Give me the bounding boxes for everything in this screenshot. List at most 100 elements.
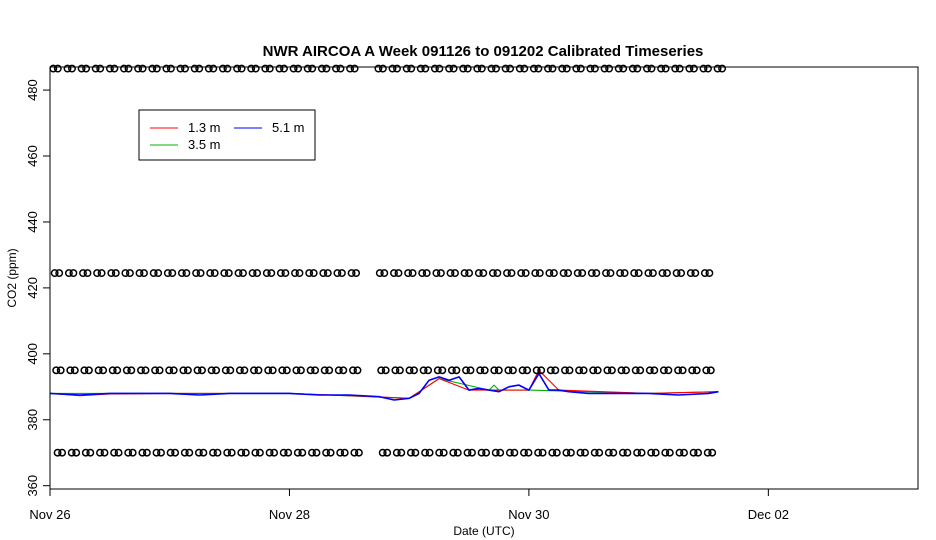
cal-point-486.5-82	[643, 64, 651, 73]
cal-point-370-0	[53, 448, 62, 457]
cal-point-486.5-78	[614, 64, 623, 73]
cal-point-424.5-88	[686, 269, 695, 278]
cal-point-486.5-61	[492, 64, 500, 73]
cal-point-486.5-89	[689, 64, 698, 73]
cal-point-486.5-28	[247, 64, 256, 73]
cal-point-370-34	[293, 448, 302, 457]
cal-point-424.5-11	[125, 269, 134, 278]
cal-point-395-86	[674, 366, 683, 375]
cal-point-395-62	[504, 366, 513, 375]
cal-point-395-35	[296, 366, 305, 375]
cal-point-370-50	[421, 448, 430, 457]
cal-point-486.5-47	[393, 64, 401, 73]
cal-point-395-42	[349, 366, 357, 375]
cal-point-486.5-27	[237, 64, 246, 73]
cal-point-370-36	[308, 448, 316, 457]
cal-point-486.5-21	[195, 64, 204, 73]
cal-point-395-60	[490, 366, 499, 375]
cal-point-370-89	[694, 448, 703, 457]
cal-point-395-28	[250, 366, 258, 375]
cal-point-486.5-9	[110, 64, 119, 73]
cal-point-395-3	[70, 366, 79, 375]
cal-point-424.5-17	[168, 269, 177, 278]
cal-point-395-41	[339, 366, 348, 375]
cal-point-424.5-85	[663, 269, 671, 278]
cal-point-424.5-75	[592, 269, 601, 278]
cal-point-424.5-27	[239, 269, 247, 278]
cal-point-486.5-37	[308, 64, 317, 73]
cal-point-486.5-10	[120, 64, 128, 73]
cal-point-486.5-13	[138, 64, 147, 73]
cal-point-424.5-18	[177, 269, 186, 278]
cal-point-370-47	[397, 448, 406, 457]
cal-point-486.5-18	[176, 64, 185, 73]
cal-point-370-83	[651, 448, 660, 457]
cal-point-395-14	[151, 366, 160, 375]
cal-point-424.5-72	[573, 269, 582, 278]
cal-point-370-61	[496, 448, 505, 457]
cal-point-370-79	[623, 448, 632, 457]
cal-point-395-53	[438, 366, 447, 375]
cal-point-486.5-71	[562, 64, 571, 73]
cal-point-486.5-20	[190, 64, 199, 73]
cal-point-424.5-55	[451, 269, 459, 278]
cal-point-424.5-25	[224, 269, 233, 278]
cal-point-486.5-43	[350, 64, 359, 73]
legend-label-5-1m: 5.1 m	[272, 120, 305, 135]
cal-point-370-29	[255, 448, 264, 457]
cal-point-486.5-17	[166, 64, 175, 73]
cal-point-486.5-51	[421, 64, 430, 73]
cal-point-486.5-60	[487, 64, 496, 73]
cal-point-486.5-34	[289, 64, 298, 73]
cal-point-486.5-42	[346, 64, 355, 73]
cal-point-370-43	[354, 448, 363, 457]
cal-point-395-79	[622, 366, 630, 375]
series-line-5-1-m	[49, 372, 719, 401]
cal-point-424.5-49	[408, 269, 417, 278]
cal-point-370-46	[392, 448, 401, 457]
cal-point-395-23	[212, 366, 221, 375]
x-tick-label-2: Nov 30	[508, 507, 549, 522]
cal-point-395-6	[94, 366, 103, 375]
cal-point-424.5-31	[267, 269, 276, 278]
y-tick-label-400: 400	[25, 343, 40, 365]
cal-point-370-16	[166, 448, 175, 457]
cal-point-370-51	[425, 448, 434, 457]
cal-point-486.5-87	[675, 64, 684, 73]
cal-point-486.5-8	[105, 64, 114, 73]
cal-point-370-11	[128, 448, 137, 457]
cal-point-370-1	[58, 448, 67, 457]
cal-point-370-76	[604, 448, 613, 457]
cal-point-370-85	[665, 448, 674, 457]
cal-point-370-12	[138, 448, 147, 457]
cal-point-395-89	[692, 366, 701, 375]
cal-point-486.5-57	[463, 64, 472, 73]
cal-point-395-44	[377, 366, 386, 375]
legend-label-1-3m: 1.3 m	[188, 120, 221, 135]
cal-point-486.5-2	[63, 64, 72, 73]
cal-point-424.5-76	[602, 269, 610, 278]
cal-point-424.5-29	[253, 269, 262, 278]
cal-point-424.5-39	[323, 269, 332, 278]
cal-point-424.5-28	[248, 269, 257, 278]
cal-point-424.5-40	[333, 269, 342, 278]
cal-point-370-45	[383, 448, 392, 457]
cal-point-486.5-23	[209, 64, 218, 73]
cal-point-486.5-0	[49, 64, 58, 73]
cal-point-370-77	[609, 448, 618, 457]
cal-point-424.5-64	[517, 269, 526, 278]
cal-point-424.5-46	[390, 269, 398, 278]
cal-point-486.5-90	[699, 64, 708, 73]
cal-point-424.5-79	[620, 269, 629, 278]
y-tick-label-440: 440	[25, 211, 40, 233]
cal-point-395-25	[226, 366, 235, 375]
cal-point-424.5-69	[549, 269, 558, 278]
cal-point-395-57	[466, 366, 475, 375]
cal-point-370-70	[562, 448, 571, 457]
cal-point-370-3	[72, 448, 81, 457]
cal-point-424.5-56	[460, 269, 469, 278]
cal-point-370-37	[312, 448, 321, 457]
cal-point-486.5-72	[572, 64, 581, 73]
cal-point-370-87	[680, 448, 688, 457]
cal-point-424.5-68	[545, 269, 554, 278]
